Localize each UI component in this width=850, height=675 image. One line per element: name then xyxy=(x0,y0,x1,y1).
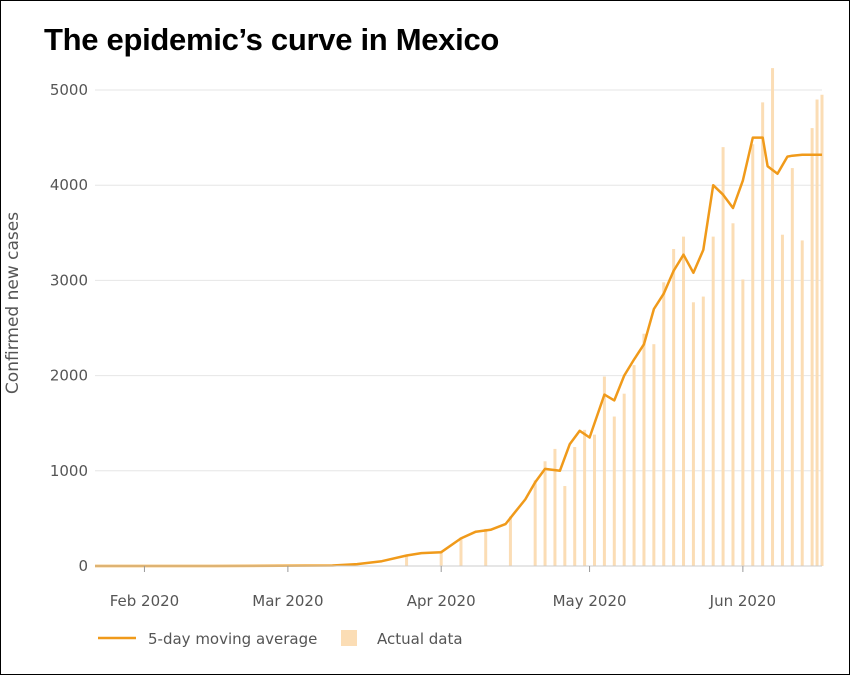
bar-actual xyxy=(612,416,616,566)
legend: 5-day moving average Actual data xyxy=(98,630,463,648)
bar-actual xyxy=(751,144,755,566)
x-tick-label: Feb 2020 xyxy=(110,592,180,610)
line-series xyxy=(95,136,822,568)
bar-actual xyxy=(810,128,814,566)
gridlines xyxy=(95,89,822,567)
bar-actual xyxy=(771,68,775,566)
y-tick-label: 4000 xyxy=(50,176,88,194)
bar-actual xyxy=(682,236,686,566)
bar-actual xyxy=(721,147,725,566)
bar-actual xyxy=(543,461,547,566)
bar-actual xyxy=(459,537,463,566)
bar-actual xyxy=(790,168,794,566)
bar-actual xyxy=(622,393,626,566)
bar-actual xyxy=(741,279,745,566)
legend-label-actual-data: Actual data xyxy=(377,630,463,648)
bar-actual xyxy=(701,296,705,566)
y-tick-label: 3000 xyxy=(50,271,88,289)
bar-actual xyxy=(642,333,646,566)
bar-series xyxy=(405,68,824,567)
bar-actual xyxy=(533,480,537,566)
bar-actual xyxy=(711,236,715,566)
axes: 0 1000 2000 3000 4000 5000 Feb 2020 Mar 2020 Apr… xyxy=(50,81,822,610)
y-axis-title: Confirmed new cases xyxy=(3,212,23,394)
bar-actual xyxy=(508,516,512,566)
x-tick-label: May 2020 xyxy=(553,592,627,610)
x-tick-label: Apr 2020 xyxy=(407,592,476,610)
bar-actual xyxy=(731,223,735,566)
bar-actual xyxy=(691,302,695,566)
y-tick-label: 2000 xyxy=(50,367,88,385)
chart-title: The epidemic’s curve in Mexico xyxy=(44,22,500,57)
legend-label-moving-average: 5-day moving average xyxy=(148,630,317,648)
y-tick-label: 0 xyxy=(78,557,88,575)
bar-actual xyxy=(672,248,676,566)
bar-actual xyxy=(563,486,567,566)
bar-actual xyxy=(583,429,587,566)
bar-actual xyxy=(800,240,804,566)
bar-actual xyxy=(405,556,409,566)
y-tick-label: 5000 xyxy=(50,81,88,99)
bar-actual xyxy=(662,282,666,566)
bar-actual xyxy=(652,344,656,566)
line-moving-average xyxy=(95,136,822,568)
bar-actual xyxy=(602,376,606,566)
bar-actual xyxy=(815,99,819,567)
bar-actual xyxy=(820,94,824,566)
legend-bar-swatch xyxy=(341,630,357,646)
bar-actual xyxy=(439,550,443,566)
x-tick-label: Mar 2020 xyxy=(252,592,323,610)
bar-actual xyxy=(593,434,597,566)
bar-actual xyxy=(780,234,784,567)
x-tick-label: Jun 2020 xyxy=(709,592,776,610)
bar-actual xyxy=(484,528,488,566)
bar-actual xyxy=(761,102,765,566)
y-tick-label: 1000 xyxy=(50,462,88,480)
bar-actual xyxy=(573,447,577,566)
bar-actual xyxy=(632,365,636,566)
bar-actual xyxy=(553,448,557,566)
